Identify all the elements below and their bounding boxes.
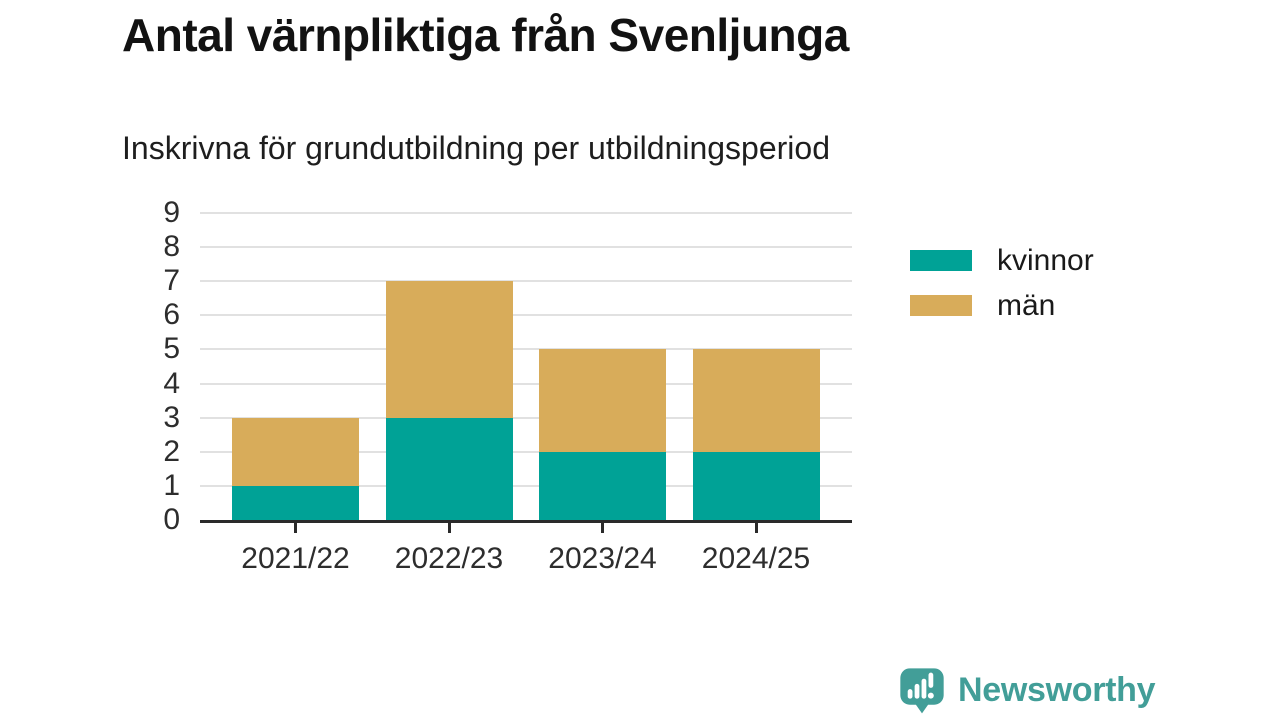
y-gridline (200, 484, 852, 487)
legend-item-kvinnor: kvinnor (910, 238, 1094, 283)
y-axis-tick-label: 4 (163, 366, 180, 400)
x-axis-tick-label: 2023/24 (548, 542, 657, 575)
y-axis-tick-label: 1 (163, 468, 180, 502)
y-axis-tick-label: 0 (163, 503, 180, 536)
newsworthy-logo: Newsworthy (896, 664, 1156, 716)
newsworthy-brand-icon (900, 668, 944, 714)
bar-segment-kvinnor (692, 451, 820, 520)
legend-label: män (997, 288, 1056, 322)
chart-subtitle: Inskrivna för grundutbildning per utbild… (122, 130, 830, 166)
y-gridline (200, 314, 852, 317)
bar-segment-kvinnor (539, 451, 666, 520)
bar-segment-män (385, 281, 513, 418)
y-gridline (200, 348, 852, 351)
y-axis-tick-label: 9 (163, 196, 180, 229)
x-axis-tick (601, 523, 604, 533)
y-gridline (200, 246, 852, 249)
x-axis-tick (754, 523, 758, 533)
y-gridline (200, 382, 852, 385)
y-axis-tick-label: 3 (163, 400, 180, 434)
legend-swatch (910, 250, 972, 271)
legend-item-män: män (910, 283, 1094, 328)
y-gridline (200, 212, 852, 214)
x-axis-tick-label: 2022/23 (394, 542, 504, 575)
bar-segment-kvinnor (385, 417, 513, 520)
legend-swatch (910, 295, 972, 316)
bar-segment-män (539, 349, 666, 452)
y-axis-tick-label: 6 (163, 298, 180, 332)
y-axis-tick-label: 8 (163, 230, 180, 264)
y-gridline (200, 280, 852, 283)
y-gridline (200, 416, 852, 419)
newsworthy-brand-name: Newsworthy (958, 670, 1156, 709)
legend: kvinnor män (910, 238, 1094, 328)
x-axis-tick (447, 523, 451, 533)
y-axis-tick-label: 7 (163, 264, 180, 298)
x-axis-tick-label: 2021/22 (241, 542, 350, 575)
y-gridline (200, 450, 852, 453)
bar-segment-män (232, 417, 359, 486)
bar-segment-kvinnor (232, 485, 359, 520)
bar-segment-män (692, 349, 820, 452)
legend-label: kvinnor (997, 243, 1094, 277)
x-axis-tick-label: 2024/25 (701, 542, 811, 575)
y-axis-tick-label: 2 (163, 434, 180, 468)
chart-title: Antal värnpliktiga från Svenljunga (122, 9, 849, 61)
x-axis-tick (294, 523, 297, 533)
y-axis-tick-label: 5 (163, 332, 180, 366)
x-axis-line (200, 520, 852, 523)
